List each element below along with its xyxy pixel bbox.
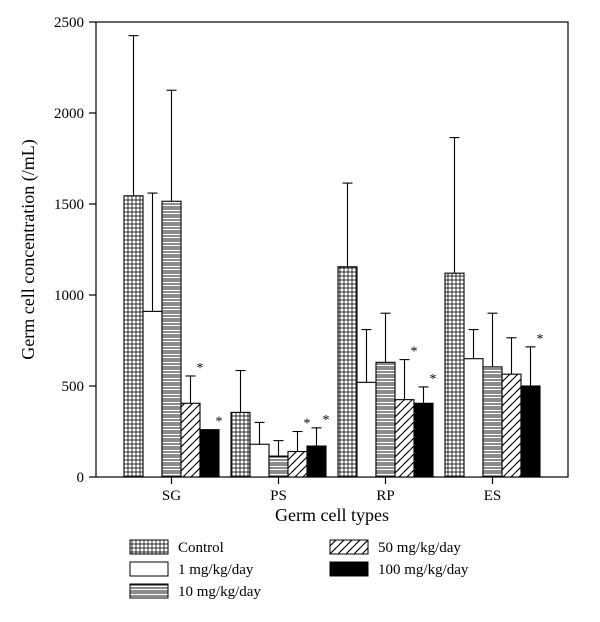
bar-RP-d50 [395,400,414,477]
x-tick-label: PS [270,488,287,504]
bar-RP-control [338,267,357,477]
significance-star: * [304,417,311,432]
x-tick-label: RP [376,488,394,504]
significance-star: * [197,361,204,376]
bar-RP-d1 [357,382,376,477]
y-tick-label: 2000 [54,106,84,122]
legend-label-d1: 1 mg/kg/day [178,562,254,578]
bar-ES-d10 [483,367,502,477]
bar-SG-control [124,196,143,477]
y-tick-label: 1000 [54,288,84,304]
x-axis-label: Germ cell types [275,505,389,525]
bar-ES-d100 [521,386,540,477]
legend-label-d50: 50 mg/kg/day [378,540,461,556]
bar-RP-d100 [414,403,433,477]
bar-SG-d50 [181,403,200,477]
bar-PS-control [231,412,250,477]
legend-swatch-control [130,540,168,554]
significance-star: * [537,332,544,347]
y-axis-label: Germ cell concentration (/mL) [18,139,39,359]
legend-label-control: Control [178,540,224,556]
y-tick-label: 2500 [54,15,84,31]
significance-star: * [216,415,223,430]
legend-label-d100: 100 mg/kg/day [378,562,469,578]
legend-swatch-d10 [130,584,168,598]
bar-RP-d10 [376,362,395,477]
bar-SG-d100 [200,430,219,477]
legend-swatch-d100 [330,562,368,576]
significance-star: * [411,345,418,360]
bar-PS-d10 [269,456,288,477]
bar-PS-d50 [288,452,307,477]
x-tick-label: SG [162,488,181,504]
y-tick-label: 0 [77,470,85,486]
bar-PS-d1 [250,444,269,477]
x-tick-label: ES [484,488,502,504]
y-tick-label: 1500 [54,197,84,213]
bar-PS-d100 [307,446,326,477]
legend-swatch-d50 [330,540,368,554]
legend-swatch-d1 [130,562,168,576]
significance-star: * [323,413,330,428]
bar-ES-d50 [502,374,521,477]
bar-SG-d10 [162,201,181,477]
significance-star: * [430,372,437,387]
legend-label-d10: 10 mg/kg/day [178,584,261,600]
y-tick-label: 500 [62,379,85,395]
bar-SG-d1 [143,311,162,477]
bar-ES-d1 [464,359,483,477]
bar-ES-control [445,273,464,477]
